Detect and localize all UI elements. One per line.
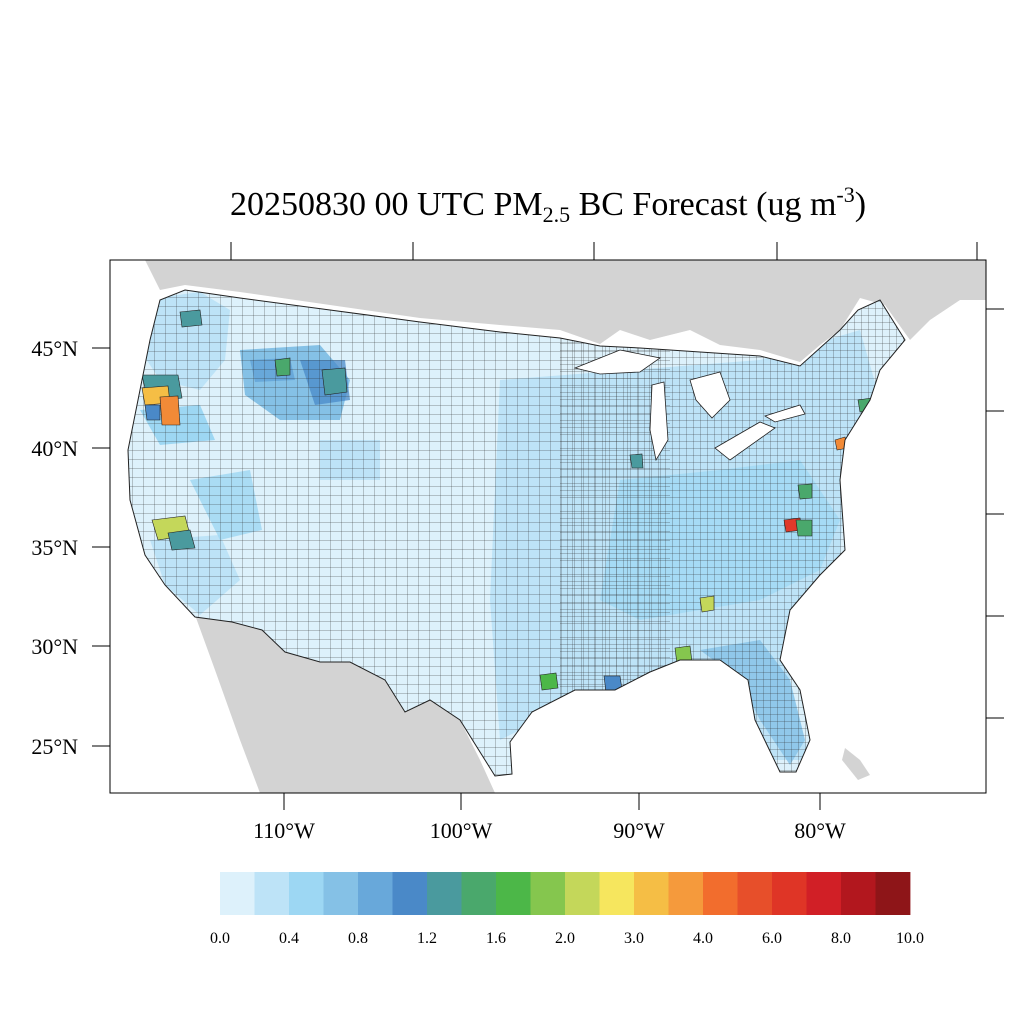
colorbar-swatch [875,872,911,915]
lake-huron [689,371,731,419]
map-title: 20250830 00 UTC PM2.5 BC Forecast (ug m-… [0,182,1024,228]
left-ticks [92,347,110,747]
hotspot-wyoming [321,367,348,396]
us-border-outline [127,289,906,777]
lon-label-110: 110°W [253,818,315,843]
colorbar-swatch [634,872,669,915]
colorbar-swatch [530,872,566,915]
colorbar-swatch [772,872,807,915]
colorbar-swatch [427,872,462,915]
colorbar-swatch [565,872,600,915]
colorbar-swatch [599,872,635,915]
title-subscript: 2.5 [542,202,571,227]
colorbar-swatch [220,872,255,915]
canada-landmass [145,260,986,362]
lon-label-100: 100°W [430,818,493,843]
lake-ontario [764,404,806,423]
colorbar-swatch [461,872,497,915]
lat-label-30: 30°N [31,634,78,659]
colorbar-label: 2.0 [555,930,575,947]
colorbar-swatch [737,872,773,915]
colorbar-swatch [323,872,359,915]
colorbar-label: 8.0 [831,930,851,947]
colorbar-swatch [703,872,738,915]
colorbar-swatch [358,872,393,915]
hotspot-washington [179,309,203,328]
hotspot-oregon-blue [144,404,161,421]
colorbar-swatch [841,872,876,915]
colorbar-swatch [668,872,704,915]
lake-superior [573,349,661,375]
colorbar-swatch [392,872,428,915]
hotspot-oregon-orange [159,395,181,426]
map-frame [109,259,987,794]
colorbar-label: 0.8 [348,930,368,947]
colorbar-label: 0.4 [279,930,299,947]
bottom-ticks [283,793,821,810]
lake-michigan [649,381,669,462]
colorbar-label: 4.0 [693,930,713,947]
title-prefix: 20250830 00 UTC PM [229,186,543,223]
right-ticks [986,308,1004,719]
hotspot-montana [274,357,291,377]
lat-label-35: 35°N [31,535,78,560]
lat-label-25: 25°N [31,734,78,759]
title-middle: BC Forecast (ug m [570,186,837,223]
colorbar-swatch [806,872,842,915]
hotspot-georgia [699,595,715,613]
lake-erie [714,421,776,461]
hotspot-socal-teal [167,529,196,551]
lat-label-40: 40°N [31,436,78,461]
mexico-landmass [195,615,495,793]
colorbar-swatch [254,872,290,915]
hotspot-virginia [797,483,813,500]
hotspot-chicago [629,453,644,469]
top-ticks [230,242,978,260]
cuba-landmass [842,748,870,780]
colorbar-swatch [289,872,324,915]
colorbar-label: 3.0 [624,930,644,947]
colorbar-label: 0.0 [210,930,230,947]
hotspot-north-carolina-green [795,519,813,537]
colorbar: 0.0 0.4 0.8 1.2 1.6 2.0 3.0 4.0 6.0 8.0 10.0 [210,872,924,947]
colorbar-label: 10.0 [896,930,924,947]
lon-label-90: 90°W [613,818,665,843]
colorbar-label: 6.0 [762,930,782,947]
lon-label-80: 80°W [794,818,846,843]
title-superscript: -3 [836,182,855,207]
title-suffix: ) [854,186,867,223]
colorbar-swatch [496,872,531,915]
lat-label-45: 45°N [31,336,78,361]
colorbar-label: 1.6 [486,930,506,947]
hotspot-texas-green [539,672,559,691]
colorbar-label: 1.2 [417,930,437,947]
